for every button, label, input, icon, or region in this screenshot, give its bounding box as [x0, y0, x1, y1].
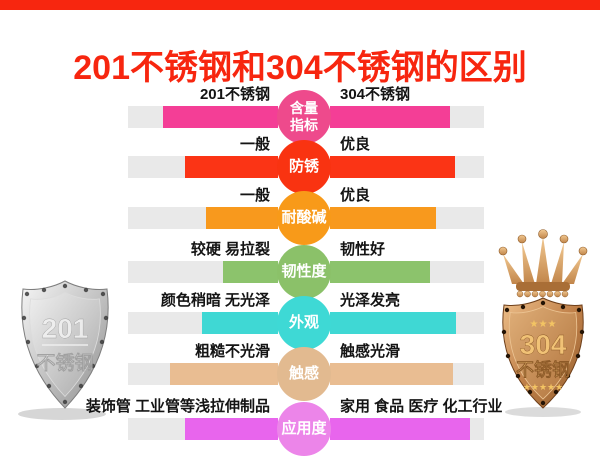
comparison-row: 粗糙不光滑 触感光滑 触感	[0, 342, 600, 402]
right-bar-fill	[330, 261, 431, 283]
metric-circle: 防锈	[277, 140, 331, 194]
badge-304-stars-bottom: ★★★★★	[523, 382, 563, 392]
right-bar-fill	[330, 418, 471, 440]
gold-crown-shield-icon: ★★★ 304 不锈钢 ★★★★★	[498, 229, 588, 417]
right-value-label: 优良	[340, 187, 371, 204]
left-bar-track	[128, 156, 278, 178]
metric-circle: 含量 指标	[277, 90, 331, 144]
page-title: 201不锈钢和304不锈钢的区别	[73, 49, 527, 87]
badge-304-stars-top: ★★★	[530, 319, 557, 330]
badge-304-text: 不锈钢	[516, 359, 570, 380]
left-bar-track	[128, 207, 278, 229]
right-bar-fill	[330, 363, 454, 385]
comparison-row: 201不锈钢 304不锈钢 含量 指标	[0, 85, 600, 145]
shield-rivets	[21, 283, 109, 405]
right-bar-track	[330, 312, 484, 334]
right-value-label: 韧性好	[340, 241, 386, 258]
silver-shield-icon: 201 不锈钢	[18, 280, 109, 420]
left-bar-fill	[162, 106, 278, 128]
left-bar-fill	[185, 156, 278, 178]
badge-304-number: 304	[520, 329, 567, 360]
right-bar-track	[330, 418, 484, 440]
shield-rivets	[501, 300, 585, 406]
left-bar-track	[128, 261, 278, 283]
metric-circle: 外观	[277, 296, 331, 350]
left-bar-track	[128, 418, 278, 440]
right-bar-track	[330, 156, 484, 178]
top-banner-strip	[0, 0, 600, 10]
right-bar-fill	[330, 312, 457, 334]
left-bar-track	[128, 363, 278, 385]
left-bar-fill	[185, 418, 278, 440]
comparison-row: 一般 优良 耐酸碱	[0, 186, 600, 246]
badge-201-number: 201	[42, 313, 89, 344]
left-value-label: 一般	[239, 187, 270, 204]
metric-circle: 应用度	[277, 402, 331, 456]
right-bar-track	[330, 261, 484, 283]
comparison-row: 颜色稍暗 无光泽 光泽发亮 外观	[0, 291, 600, 351]
comparison-row: 较硬 易拉裂 韧性好 韧性度	[0, 240, 600, 300]
right-bar-fill	[330, 106, 451, 128]
badge-201-shield: 201 不锈钢	[10, 274, 120, 422]
right-bar-track	[330, 207, 484, 229]
metric-circle: 韧性度	[277, 245, 331, 299]
right-bar-track	[330, 363, 484, 385]
left-bar-fill	[201, 312, 278, 334]
comparison-row: 一般 优良 防锈	[0, 135, 600, 195]
comparison-row: 装饰管 工业管等浅拉伸制品 家用 食品 医疗 化工行业 应用度	[0, 397, 600, 457]
left-bar-track	[128, 106, 278, 128]
left-value-label: 粗糙不光滑	[194, 343, 270, 360]
right-value-label: 家用 食品 医疗 化工行业	[340, 398, 503, 415]
left-value-label: 一般	[239, 136, 270, 153]
badge-304-shield: ★★★ 304 不锈钢 ★★★★★	[488, 224, 598, 422]
right-bar-track	[330, 106, 484, 128]
left-bar-fill	[170, 363, 278, 385]
left-bar-fill	[206, 207, 278, 229]
left-value-label: 201不锈钢	[199, 86, 270, 103]
right-value-label: 304不锈钢	[340, 86, 411, 103]
metric-circle: 触感	[277, 347, 331, 401]
right-value-label: 优良	[340, 136, 371, 153]
crown-icon	[498, 229, 588, 298]
metric-circle: 耐酸碱	[277, 191, 331, 245]
right-value-label: 触感光滑	[340, 343, 401, 360]
left-bar-track	[128, 312, 278, 334]
left-value-label: 颜色稍暗 无光泽	[160, 292, 270, 309]
left-value-label: 装饰管 工业管等浅拉伸制品	[85, 398, 270, 415]
right-bar-fill	[330, 156, 455, 178]
right-bar-fill	[330, 207, 437, 229]
left-bar-fill	[222, 261, 278, 283]
badge-201-text: 不锈钢	[36, 352, 93, 374]
left-value-label: 较硬 易拉裂	[190, 241, 270, 258]
right-value-label: 光泽发亮	[340, 292, 401, 309]
